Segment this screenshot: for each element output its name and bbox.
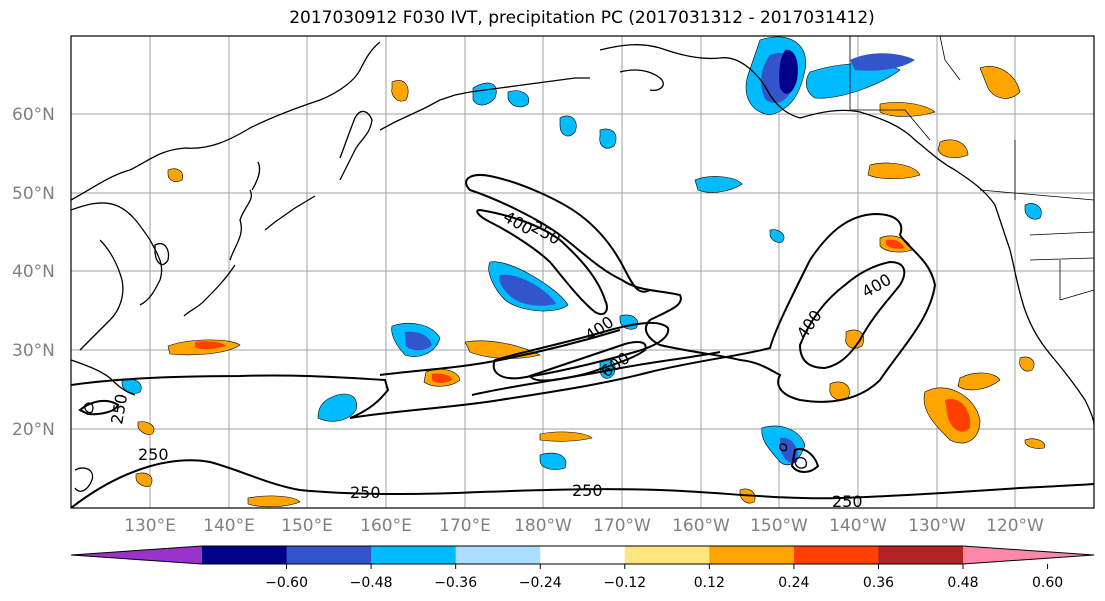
- lon-label: 180°W: [514, 516, 572, 536]
- colorbar-tick-label: −0.60: [265, 575, 308, 591]
- precip-blob: [507, 90, 530, 108]
- lon-label: 120°W: [986, 516, 1044, 536]
- colorbar-segment: [286, 546, 372, 564]
- map-frame: [70, 35, 1095, 509]
- latitude-labels: 60°N 50°N 40°N 30°N 20°N: [12, 105, 55, 440]
- colorbar-tick-label: −0.12: [603, 575, 646, 591]
- precip-blob: [195, 341, 226, 350]
- precip-blob: [945, 399, 971, 432]
- colorbar-segment: [371, 546, 457, 564]
- political-borders: [849, 36, 1094, 301]
- colorbar-segment: [878, 546, 964, 564]
- colorbar-outline: [70, 545, 1095, 565]
- colorbar-tick-label: 0.12: [694, 575, 725, 591]
- colorbar: −0.60 −0.48 −0.36 −0.24 −0.12 0.12 0.24 0.36 0.4…: [70, 545, 1095, 591]
- precip-blob: [1024, 203, 1042, 220]
- precip-blob: [391, 80, 409, 102]
- precip-blob: [779, 49, 798, 94]
- colorbar-segment: [540, 546, 626, 564]
- precip-blob: [405, 331, 432, 351]
- ivt-contours: [71, 174, 1094, 508]
- precip-blob: [247, 495, 301, 508]
- precip-blob: [769, 229, 785, 243]
- lat-label-60n: 60°N: [12, 105, 55, 125]
- precip-blob: [137, 421, 155, 435]
- colorbar-segment: [202, 546, 288, 564]
- precip-blob: [1019, 356, 1035, 372]
- precip-blob: [879, 102, 936, 117]
- precip-blob: [1024, 438, 1046, 449]
- lon-label: 140°W: [829, 516, 887, 536]
- lon-label: 140°E: [203, 516, 255, 536]
- colorbar-segment: [709, 546, 795, 564]
- precip-blob: [850, 53, 915, 71]
- colorbar-extend-min: [71, 546, 202, 564]
- lat-label-30n: 30°N: [12, 341, 55, 361]
- contour-label: 250: [572, 481, 603, 500]
- precip-blob: [499, 274, 556, 306]
- contour-label: 250: [350, 483, 381, 502]
- lat-label-20n: 20°N: [12, 420, 55, 440]
- lon-label: 170°W: [593, 516, 651, 536]
- coastlines: [71, 41, 1094, 492]
- longitude-labels: 130°E 140°E 150°E 160°E 170°E 180°W 170°…: [124, 516, 1044, 536]
- lon-label: 130°E: [124, 516, 176, 536]
- precip-blob: [957, 372, 1001, 391]
- lon-label: 130°W: [908, 516, 966, 536]
- precip-blob: [432, 373, 452, 383]
- colorbar-tick-label: −0.24: [519, 575, 562, 591]
- precip-blob: [472, 82, 497, 106]
- colorbar-tick-label: 0.60: [1032, 575, 1063, 591]
- precip-blob: [559, 115, 577, 137]
- precip-blob: [979, 66, 1021, 99]
- lon-label: 160°W: [672, 516, 730, 536]
- contour-label: 250: [138, 445, 169, 464]
- colorbar-tick-label: 0.24: [778, 575, 809, 591]
- precip-blob: [845, 329, 865, 349]
- figure-title: 2017030912 F030 IVT, precipitation PC (2…: [289, 8, 875, 28]
- precip-blob: [539, 452, 567, 470]
- lat-label-40n: 40°N: [12, 262, 55, 282]
- colorbar-tick-label: 0.36: [863, 575, 894, 591]
- precip-blob: [135, 472, 153, 487]
- precip-blob: [886, 239, 904, 249]
- colorbar-segment: [455, 546, 541, 564]
- lon-label: 150°W: [750, 516, 808, 536]
- precip-blob: [694, 176, 743, 193]
- colorbar-tick-label: −0.48: [350, 575, 393, 591]
- colorbar-tick-label: −0.36: [434, 575, 477, 591]
- contour-label: 250: [832, 492, 863, 511]
- precip-blob: [539, 431, 593, 442]
- colorbar-extend-max: [963, 546, 1094, 564]
- lon-label: 150°E: [281, 516, 333, 536]
- precip-blob: [317, 393, 357, 422]
- colorbar-tick-label: 0.48: [947, 575, 978, 591]
- precip-blob: [867, 162, 921, 180]
- precip-blob: [599, 128, 617, 149]
- precip-blob: [167, 168, 183, 182]
- colorbar-segment: [793, 546, 879, 564]
- lat-label-50n: 50°N: [12, 184, 55, 204]
- precip-blob: [937, 139, 969, 159]
- lon-label: 160°E: [360, 516, 412, 536]
- colorbar-segment: [624, 546, 710, 564]
- lon-label: 170°E: [439, 516, 491, 536]
